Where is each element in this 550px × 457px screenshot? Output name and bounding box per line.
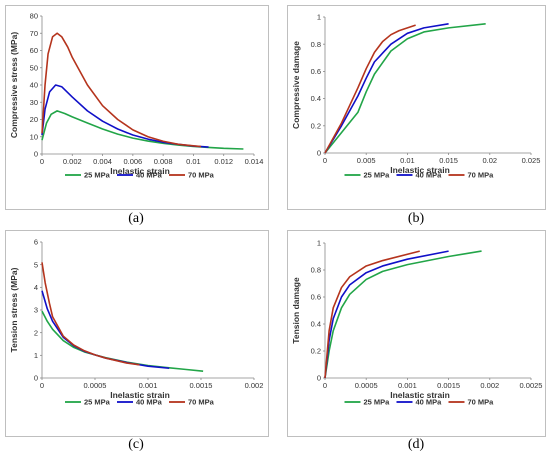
- y-tick-label: 0.4: [311, 320, 321, 329]
- x-tick-label: 0.012: [214, 157, 233, 166]
- y-tick-label: 0.6: [311, 293, 321, 302]
- y-tick-label: 30: [30, 98, 38, 107]
- x-tick-label: 0.002: [245, 381, 264, 390]
- legend-label: 40 MPa: [416, 171, 443, 180]
- y-tick-label: 0.8: [311, 266, 321, 275]
- legend-label: 40 MPa: [416, 398, 443, 407]
- y-tick-label: 1: [34, 351, 38, 360]
- chart-svg-c: 0 1 2 3 4 5 6 0 0.0005 0.001 0.0015 0.002 Inelastic …: [9, 238, 264, 407]
- x-tick-label: 0.0005: [355, 381, 378, 390]
- y-tick-label: 60: [30, 46, 38, 55]
- x-tick-label: 0.015: [439, 156, 458, 165]
- legend-label: 25 MPa: [364, 398, 391, 407]
- y-tick-label: 0.4: [311, 94, 321, 103]
- x-tick-label: 0.006: [123, 157, 142, 166]
- y-axis-title: Compressive stress (MPa): [9, 32, 19, 138]
- series-line-25-mpa: [324, 23, 486, 154]
- y-tick-label: 3: [34, 306, 38, 315]
- chart-panel-c: 0 1 2 3 4 5 6 0 0.0005 0.001 0.0015 0.002 Inelastic …: [5, 230, 269, 437]
- y-axis-title: Tension stress (MPa): [9, 267, 19, 352]
- series-line-25-mpa: [41, 110, 244, 150]
- legend-label: 25 MPa: [84, 398, 111, 407]
- y-tick-label: 0.2: [311, 347, 321, 356]
- legend-label: 70 MPa: [188, 171, 215, 180]
- y-tick-label: 70: [30, 29, 38, 38]
- x-tick-label: 0.014: [245, 157, 264, 166]
- chart-svg-b: 0 0.2 0.4 0.6 0.8 1 0 0.005 0.01 0.015 0.02 0.025 In…: [291, 13, 541, 180]
- chart-panel-a: 0 10 20 30 40 50 60 70 80 0 0.002 0.004 0.006 0.008 0.…: [5, 5, 269, 210]
- legend-label: 40 MPa: [136, 171, 163, 180]
- chart-panel-d: 0 0.2 0.4 0.6 0.8 1 0 0.0005 0.001 0.0015 0.002 0.0…: [287, 230, 546, 437]
- y-axis-title: Compressive damage: [291, 41, 301, 129]
- x-axis-title: Inelastic strain: [110, 166, 170, 176]
- y-tick-label: 1: [317, 13, 321, 22]
- caption-a: (a): [128, 211, 144, 226]
- y-tick-label: 0.8: [311, 40, 321, 49]
- legend-label: 70 MPa: [468, 171, 495, 180]
- y-tick-label: 0.2: [311, 121, 321, 130]
- y-tick-label: 5: [34, 260, 38, 269]
- legend-label: 70 MPa: [188, 398, 215, 407]
- legend-label: 70 MPa: [468, 398, 495, 407]
- x-tick-label: 0.0015: [190, 381, 213, 390]
- series-line-70-mpa: [41, 262, 140, 366]
- y-tick-label: 4: [34, 283, 38, 292]
- y-tick-label: 1: [317, 239, 321, 248]
- legend-label: 25 MPa: [364, 171, 391, 180]
- caption-c: (c): [128, 437, 144, 452]
- x-tick-label: 0: [40, 157, 44, 166]
- y-tick-label: 0.6: [311, 67, 321, 76]
- legend-label: 40 MPa: [136, 398, 163, 407]
- caption-d: (d): [407, 437, 425, 452]
- x-tick-label: 0.0025: [520, 381, 543, 390]
- x-axis-title: Inelastic strain: [110, 390, 170, 400]
- y-tick-label: 0: [34, 150, 38, 159]
- x-tick-label: 0.01: [400, 156, 415, 165]
- y-tick-label: 50: [30, 63, 38, 72]
- y-tick-label: 0: [34, 374, 38, 383]
- series-line-40-mpa: [41, 290, 170, 370]
- caption-b: (b): [407, 211, 425, 226]
- x-tick-label: 0.002: [480, 381, 499, 390]
- x-tick-label: 0.01: [186, 157, 201, 166]
- y-tick-label: 80: [30, 12, 38, 21]
- x-tick-label: 0.001: [398, 381, 417, 390]
- x-tick-label: 0: [323, 156, 327, 165]
- x-tick-label: 0.001: [139, 381, 158, 390]
- series-line-25-mpa: [324, 250, 482, 379]
- x-tick-label: 0.005: [357, 156, 376, 165]
- series-line-40-mpa: [324, 23, 449, 154]
- y-tick-label: 10: [30, 132, 38, 141]
- x-tick-label: 0: [40, 381, 44, 390]
- series-line-70-mpa: [324, 250, 420, 379]
- x-tick-label: 0.0005: [84, 381, 107, 390]
- y-tick-label: 0: [317, 374, 321, 383]
- y-tick-label: 6: [34, 238, 38, 247]
- x-axis-title: Inelastic strain: [390, 165, 450, 175]
- x-tick-label: 0.02: [482, 156, 497, 165]
- y-tick-label: 20: [30, 115, 38, 124]
- x-tick-label: 0.0015: [437, 381, 460, 390]
- y-tick-label: 0: [317, 149, 321, 158]
- series-line-70-mpa: [324, 24, 416, 154]
- y-tick-label: 2: [34, 328, 38, 337]
- x-tick-label: 0.025: [522, 156, 541, 165]
- chart-svg-d: 0 0.2 0.4 0.6 0.8 1 0 0.0005 0.001 0.0015 0.002 0.0…: [291, 239, 543, 407]
- series-line-40-mpa: [324, 250, 449, 379]
- chart-svg-a: 0 10 20 30 40 50 60 70 80 0 0.002 0.004 0.006 0.008 0.…: [9, 12, 264, 180]
- x-axis-title: Inelastic strain: [390, 390, 450, 400]
- chart-panel-b: 0 0.2 0.4 0.6 0.8 1 0 0.005 0.01 0.015 0.02 0.025 In…: [287, 5, 546, 210]
- series-line-40-mpa: [41, 84, 209, 148]
- x-tick-label: 0.008: [154, 157, 173, 166]
- x-tick-label: 0.002: [63, 157, 82, 166]
- y-tick-label: 40: [30, 81, 38, 90]
- series-line-70-mpa: [41, 32, 202, 148]
- legend-label: 25 MPa: [84, 171, 111, 180]
- x-tick-label: 0: [323, 381, 327, 390]
- x-tick-label: 0.004: [93, 157, 112, 166]
- y-axis-title: Tension damage: [291, 277, 301, 344]
